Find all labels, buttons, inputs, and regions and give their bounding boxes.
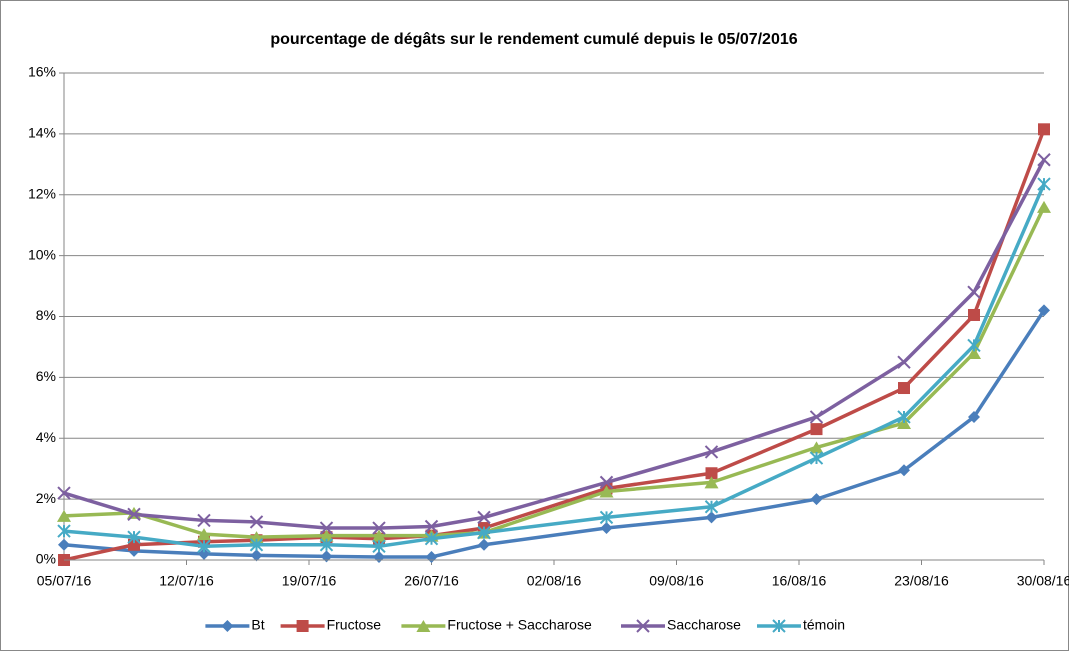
data-point — [809, 410, 824, 424]
data-point — [249, 515, 264, 529]
data-point — [197, 513, 211, 528]
series-line — [63, 158, 1046, 530]
data-point — [897, 417, 911, 430]
data-point — [1037, 177, 1051, 191]
x-tick-label: 30/08/16 — [1017, 573, 1069, 589]
y-tick-label: 2% — [36, 490, 56, 506]
legend-marker — [296, 620, 309, 632]
data-point — [372, 539, 386, 554]
x-tick-label: 05/07/16 — [37, 573, 92, 589]
data-point — [57, 524, 71, 538]
data-point — [599, 510, 614, 525]
data-point — [809, 451, 824, 465]
data-point — [319, 521, 334, 535]
x-tick-label: 16/08/16 — [772, 573, 827, 589]
data-point — [319, 538, 334, 552]
y-tick-label: 4% — [36, 429, 56, 445]
data-point — [898, 382, 910, 395]
data-point — [127, 530, 141, 544]
data-point — [57, 509, 71, 522]
y-tick-label: 16% — [28, 64, 56, 80]
data-point — [424, 531, 439, 546]
y-tick-label: 10% — [28, 246, 56, 262]
data-point — [128, 538, 140, 551]
data-point — [249, 538, 264, 552]
data-point — [705, 467, 718, 480]
legend-marker — [221, 620, 234, 632]
data-point — [57, 486, 71, 500]
data-point — [704, 445, 719, 459]
data-point — [320, 550, 333, 563]
data-point — [705, 511, 718, 524]
data-point — [810, 423, 823, 436]
data-point — [704, 500, 719, 514]
data-point — [424, 519, 439, 534]
legend-label: Fructose — [327, 617, 382, 633]
legend-label: Fructose + Saccharose — [447, 617, 592, 633]
data-point — [704, 476, 719, 489]
data-point — [897, 355, 911, 369]
legend-marker — [772, 619, 786, 633]
data-point — [197, 539, 211, 554]
data-point — [1037, 200, 1051, 213]
series-line — [63, 309, 1046, 559]
data-point — [599, 485, 614, 498]
series-line — [63, 183, 1046, 549]
legend-item: témoin — [757, 617, 845, 633]
y-tick-label: 14% — [28, 125, 56, 141]
legend-marker — [636, 619, 650, 633]
legend-label: Bt — [251, 617, 264, 633]
y-tick-label: 12% — [28, 185, 56, 201]
data-point — [477, 510, 491, 525]
data-point — [197, 528, 211, 541]
x-tick-label: 19/07/16 — [282, 573, 337, 589]
series-line — [63, 128, 1046, 562]
legend-label: Saccharose — [667, 617, 741, 633]
x-tick-label: 02/08/16 — [527, 573, 582, 589]
data-point — [198, 547, 210, 560]
data-point — [968, 308, 980, 321]
data-point — [809, 441, 824, 454]
data-point — [967, 338, 981, 353]
y-tick-label: 8% — [36, 307, 56, 323]
data-point — [1038, 304, 1050, 317]
x-tick-label: 26/07/16 — [404, 573, 459, 589]
x-tick-label: 23/08/16 — [894, 573, 949, 589]
data-point — [600, 522, 613, 535]
data-point — [478, 538, 490, 551]
chart-title: pourcentage de dégâts sur le rendement c… — [270, 31, 797, 48]
data-point — [372, 521, 386, 535]
y-tick-label: 6% — [36, 368, 56, 384]
legend-item: Fructose — [280, 617, 382, 633]
legend-marker — [416, 620, 431, 632]
data-point — [58, 538, 70, 551]
data-point — [1038, 123, 1050, 136]
data-point — [898, 464, 910, 477]
x-tick-label: 12/07/16 — [159, 573, 214, 589]
data-point — [897, 410, 911, 424]
legend-label: témoin — [803, 617, 845, 633]
data-point — [1037, 153, 1051, 167]
data-point — [967, 347, 981, 360]
data-point — [810, 493, 823, 506]
data-point — [319, 529, 334, 542]
y-tick-label: 0% — [36, 551, 56, 567]
data-point — [372, 529, 386, 542]
data-point — [127, 507, 141, 522]
data-point — [967, 285, 981, 299]
data-point — [477, 525, 491, 540]
x-tick-label: 09/08/16 — [649, 573, 704, 589]
legend-item: Saccharose — [621, 617, 741, 633]
legend-item: Bt — [205, 617, 265, 633]
data-point — [968, 410, 980, 423]
legend-item: Fructose + Saccharose — [401, 617, 592, 633]
data-point — [250, 549, 263, 562]
data-point — [599, 475, 614, 490]
